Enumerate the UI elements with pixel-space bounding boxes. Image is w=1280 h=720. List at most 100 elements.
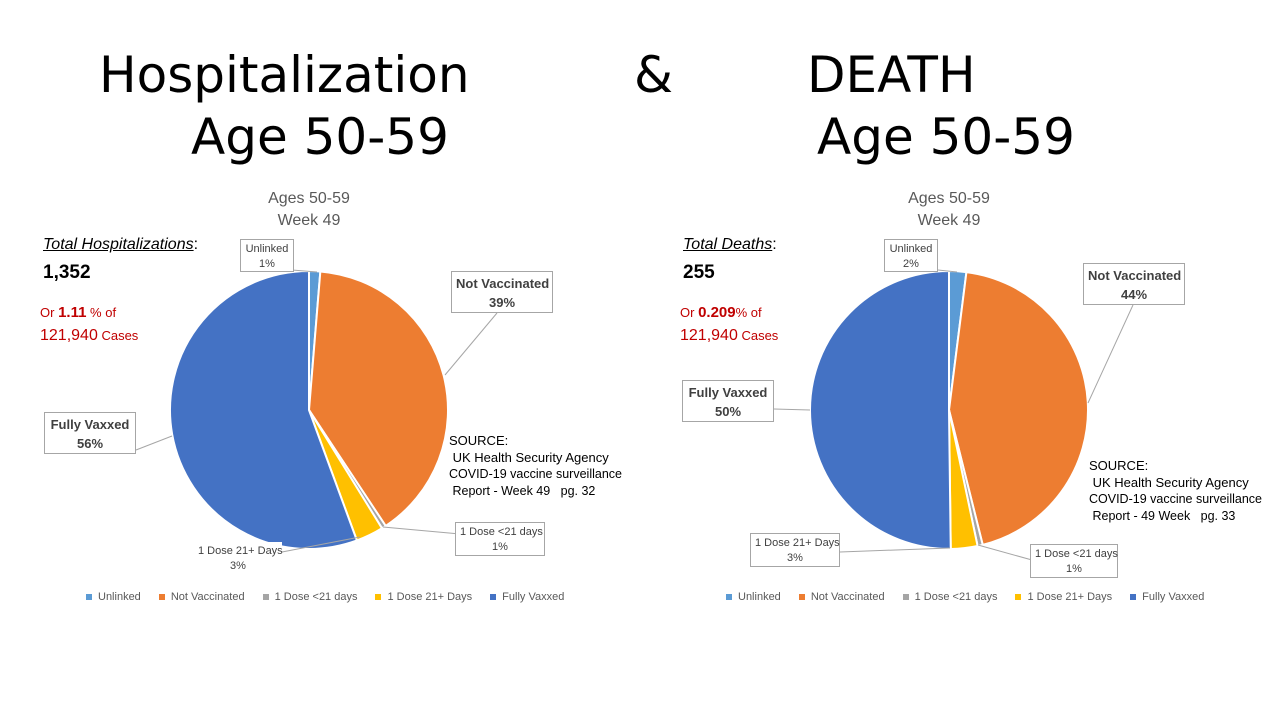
- callout-not-vaccinated: Not Vaccinated 39%: [451, 271, 553, 313]
- pie-slice-fully-vaxxed: [809, 269, 952, 550]
- legend-item: 1 Dose 21+ Days: [375, 591, 472, 603]
- leader-line: [135, 435, 173, 451]
- legend-swatch: [798, 594, 805, 600]
- title-death: DEATH: [807, 46, 976, 104]
- legend-item: 1 Dose 21+ Days: [1015, 591, 1112, 603]
- pie-slice-not-vaccinated: [947, 270, 1089, 547]
- title-ampersand: &: [634, 46, 673, 104]
- legend-label: 1 Dose 21+ Days: [387, 591, 473, 603]
- deaths-pct-line: Or 0.209% of: [680, 301, 762, 324]
- total-deaths-block: Total Deaths:: [683, 236, 777, 254]
- callout-label: Fully Vaxxed: [50, 417, 130, 432]
- legend-right: Unlinked Not Vaccinated 1 Dose <21 days …: [726, 591, 1204, 603]
- total-colon: :: [772, 236, 777, 253]
- title-death-age: Age 50-59: [817, 108, 1075, 166]
- legend-swatch: [158, 594, 165, 600]
- legend-swatch: [902, 594, 909, 600]
- total-hosp-label: Total Hospitalizations: [43, 236, 194, 253]
- cases-label: Cases: [737, 328, 779, 343]
- leader-line: [444, 312, 498, 376]
- source-line: Report - Week 49 pg. 32: [449, 484, 596, 498]
- total-colon: :: [193, 236, 199, 253]
- leader-line: [773, 408, 811, 411]
- legend-swatch: [1130, 594, 1137, 600]
- chart-title-line: Week 49: [917, 212, 981, 229]
- source-right: SOURCE: UK Health Security Agency COVID-…: [1089, 457, 1262, 525]
- callout-pct: 1%: [492, 541, 508, 553]
- callout-pct: 50%: [714, 404, 742, 419]
- source-line: UK Health Security Agency: [1089, 475, 1249, 490]
- source-line: SOURCE:: [449, 433, 509, 448]
- callout-pct: 3%: [230, 560, 246, 572]
- source-line: Report - 49 Week pg. 33: [1089, 509, 1236, 523]
- callout-1dose-21plus: 1 Dose 21+ Days 3%: [194, 542, 283, 575]
- callout-fully-vaxxed: Fully Vaxxed 50%: [682, 380, 774, 422]
- chart-title-line: Ages 50-59: [268, 190, 350, 207]
- chart-title-right: Ages 50-59 Week 49: [849, 188, 1049, 232]
- callout-label: Not Vaccinated: [456, 276, 550, 291]
- leader-line: [382, 526, 461, 535]
- callout-pct: 56%: [76, 436, 104, 451]
- pct-value: 0.209: [698, 304, 736, 321]
- pct-suffix: % of: [86, 305, 117, 320]
- source-line: SOURCE:: [1089, 458, 1149, 473]
- legend-swatch: [262, 594, 269, 600]
- leader-line: [839, 547, 951, 553]
- pct-prefix: Or: [680, 305, 699, 320]
- chart-title-line: Week 49: [277, 212, 341, 229]
- callout-pct: 44%: [1120, 287, 1148, 302]
- pie-slice-fully-vaxxed: [169, 269, 359, 550]
- deaths-cases-line: 121,940 Cases: [680, 324, 778, 347]
- leader-line: [937, 269, 958, 273]
- leader-line: [1087, 304, 1134, 404]
- legend-label: 1 Dose <21 days: [274, 591, 358, 603]
- legend-item: Unlinked: [726, 591, 781, 603]
- legend-label: Fully Vaxxed: [502, 591, 565, 603]
- callout-unlinked: Unlinked 1%: [240, 239, 294, 272]
- legend-swatch: [490, 594, 497, 600]
- cases-value: 121,940: [40, 327, 98, 344]
- callout-1dose-21plus: 1 Dose 21+ Days 3%: [750, 533, 840, 567]
- callout-fully-vaxxed: Fully Vaxxed 56%: [44, 412, 136, 454]
- legend-item: 1 Dose <21 days: [902, 591, 998, 603]
- title-hosp-age: Age 50-59: [191, 108, 449, 166]
- legend-swatch: [375, 594, 382, 600]
- legend-item: Unlinked: [86, 591, 141, 603]
- leader-line: [281, 536, 361, 553]
- total-deaths-value: 255: [683, 262, 715, 283]
- total-hosp-value: 1,352: [43, 262, 91, 283]
- legend-label: Unlinked: [98, 591, 141, 603]
- legend-label: Unlinked: [738, 591, 781, 603]
- callout-pct: 39%: [488, 295, 516, 310]
- legend-item: 1 Dose <21 days: [262, 591, 358, 603]
- source-line: COVID-19 vaccine surveillance: [1089, 492, 1262, 506]
- leader-line: [977, 544, 1033, 561]
- legend-label: Fully Vaxxed: [1142, 591, 1205, 603]
- legend-label: 1 Dose <21 days: [914, 591, 998, 603]
- total-hosp-block: Total Hospitalizations:: [43, 236, 198, 254]
- callout-label: 1 Dose <21 days: [460, 526, 543, 538]
- callout-not-vaccinated: Not Vaccinated 44%: [1083, 263, 1185, 305]
- leader-line: [291, 269, 318, 273]
- callout-pct: 2%: [903, 258, 919, 270]
- legend-left: Unlinked Not Vaccinated 1 Dose <21 days …: [86, 591, 564, 603]
- legend-swatch: [1015, 594, 1022, 600]
- callout-label: 1 Dose 21+ Days: [755, 537, 840, 549]
- callout-pct: 1%: [1066, 563, 1082, 575]
- legend-swatch: [86, 594, 92, 600]
- legend-label: Not Vaccinated: [170, 591, 245, 603]
- callout-1dose-lt21: 1 Dose <21 days 1%: [1030, 544, 1118, 578]
- legend-label: Not Vaccinated: [810, 591, 885, 603]
- pct-suffix: % of: [735, 305, 762, 320]
- callout-1dose-lt21: 1 Dose <21 days 1%: [455, 522, 545, 556]
- total-deaths-label: Total Deaths: [683, 236, 773, 253]
- callout-label: Not Vaccinated: [1088, 268, 1182, 283]
- callout-unlinked: Unlinked 2%: [884, 239, 938, 272]
- callout-label: Unlinked: [889, 243, 933, 255]
- legend-label: 1 Dose 21+ Days: [1027, 591, 1113, 603]
- pct-prefix: Or: [40, 305, 59, 320]
- source-line: UK Health Security Agency: [449, 450, 609, 465]
- hosp-pct-line: Or 1.11 % of: [40, 301, 116, 324]
- callout-label: Unlinked: [245, 243, 289, 255]
